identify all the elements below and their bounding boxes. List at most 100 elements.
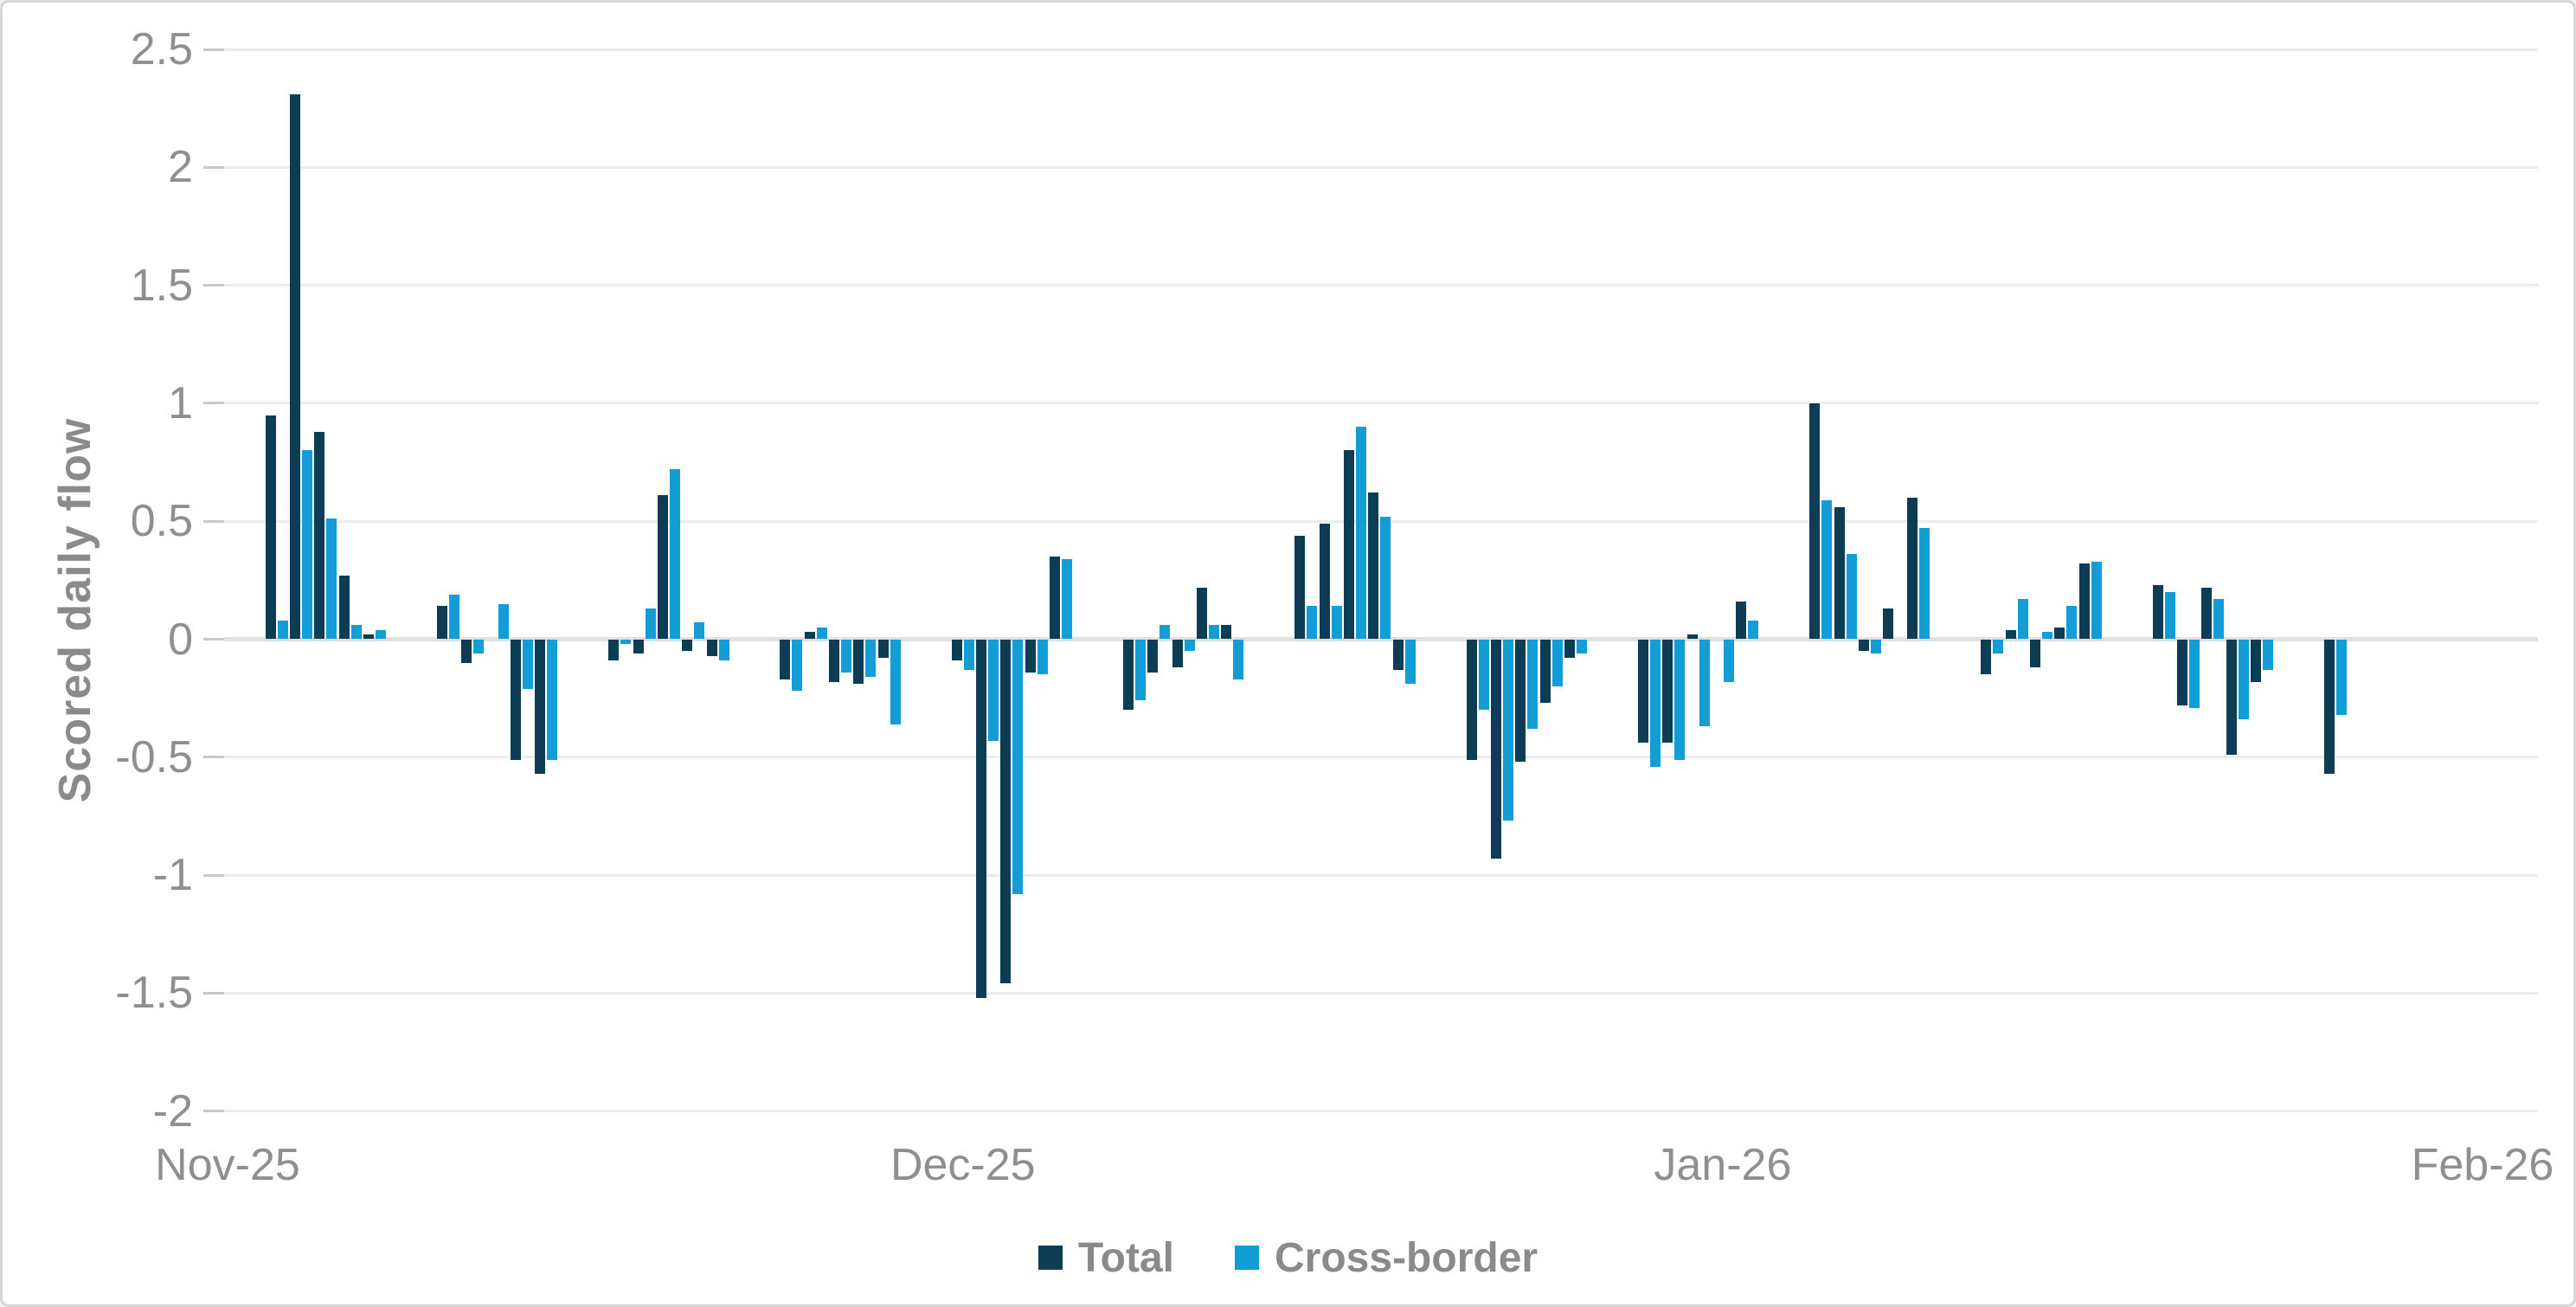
bar-cross-border xyxy=(963,639,974,670)
legend-label-cross-border: Cross-border xyxy=(1275,1234,1539,1281)
x-tick-label: Jan-26 xyxy=(1654,1140,1792,1190)
bar-cross-border xyxy=(277,620,288,640)
y-axis-tick xyxy=(203,402,224,405)
bar-cross-border xyxy=(1502,639,1513,821)
bar-total xyxy=(1123,639,1134,711)
bar-cross-border xyxy=(1012,639,1024,894)
bar-total xyxy=(1392,639,1404,670)
y-axis-tick xyxy=(203,519,224,523)
bar-cross-border xyxy=(2238,639,2249,720)
bar-total xyxy=(1662,639,1673,744)
bar-cross-border xyxy=(865,639,877,678)
bar-total xyxy=(1637,639,1648,744)
bar-cross-border xyxy=(1870,639,1881,654)
bar-cross-border xyxy=(1748,620,1759,640)
y-tick-label: 2.5 xyxy=(130,24,193,74)
bar-cross-border xyxy=(375,629,386,640)
bar-total xyxy=(1368,493,1379,640)
bar-cross-border xyxy=(1649,639,1661,767)
bar-total xyxy=(2005,629,2016,640)
bar-cross-border xyxy=(1699,639,1710,727)
bar-cross-border xyxy=(645,608,656,640)
bar-total xyxy=(2152,584,2163,640)
bar-cross-border xyxy=(448,594,459,640)
bar-cross-border xyxy=(2189,639,2200,708)
bar-total xyxy=(2201,587,2213,640)
y-axis-tick xyxy=(203,284,224,287)
y-tick-label: -1.5 xyxy=(115,968,193,1019)
bar-cross-border xyxy=(1993,639,2004,654)
gridline xyxy=(224,637,2538,641)
gridline xyxy=(224,873,2538,877)
gridline xyxy=(224,756,2538,759)
bar-cross-border xyxy=(547,639,558,760)
bar-cross-border xyxy=(1723,639,1734,682)
bar-total xyxy=(951,639,962,661)
gridline xyxy=(224,284,2538,287)
bar-cross-border xyxy=(2042,632,2053,640)
bar-total xyxy=(1686,634,1698,640)
bar-cross-border xyxy=(1576,639,1587,654)
bar-total xyxy=(657,495,668,640)
bar-cross-border xyxy=(2091,561,2102,640)
bar-cross-border xyxy=(1160,625,1171,640)
bar-cross-border xyxy=(620,639,632,644)
bar-cross-border xyxy=(1037,639,1048,675)
bar-cross-border xyxy=(1355,427,1366,640)
legend-item-total: Total xyxy=(1037,1234,1175,1282)
bar-total xyxy=(2251,639,2262,682)
bar-cross-border xyxy=(2017,599,2028,640)
bar-total xyxy=(706,639,717,656)
bar-total xyxy=(1490,639,1501,860)
bar-total xyxy=(2226,639,2237,756)
y-tick-label: 2 xyxy=(168,142,193,193)
gridline xyxy=(224,1110,2538,1113)
bar-cross-border xyxy=(2213,599,2225,640)
bar-cross-border xyxy=(1184,639,1195,652)
bar-cross-border xyxy=(1135,639,1147,701)
legend-label-total: Total xyxy=(1077,1234,1175,1281)
bar-total xyxy=(1221,625,1232,640)
bar-cross-border xyxy=(694,622,705,640)
bar-cross-border xyxy=(792,639,803,692)
bar-total xyxy=(461,639,472,663)
bar-total xyxy=(1907,497,1918,640)
bar-total xyxy=(682,639,693,652)
y-tick-label: -1 xyxy=(152,850,193,901)
y-tick-label: 1 xyxy=(168,377,193,428)
bar-cross-border xyxy=(350,625,362,640)
bar-cross-border xyxy=(301,450,312,640)
bar-total xyxy=(1050,557,1061,640)
bar-cross-border xyxy=(1846,554,1857,640)
gridline xyxy=(224,991,2538,995)
bar-cross-border xyxy=(1062,558,1073,640)
bar-total xyxy=(436,606,447,640)
bar-cross-border xyxy=(498,603,509,640)
bar-cross-border xyxy=(988,639,999,741)
bar-cross-border xyxy=(1478,639,1489,711)
bar-total xyxy=(363,634,374,640)
cross-border-series-swatch-icon xyxy=(1235,1246,1260,1270)
bar-total xyxy=(633,639,644,654)
bar-cross-border xyxy=(1527,639,1539,730)
bar-cross-border xyxy=(841,639,852,673)
bar-total xyxy=(2078,563,2090,640)
y-tick-label: 0 xyxy=(168,614,193,665)
bar-total xyxy=(1343,450,1354,640)
bar-total xyxy=(829,639,840,682)
gridline xyxy=(224,48,2538,51)
bar-cross-border xyxy=(1919,528,1930,640)
bar-total xyxy=(1883,608,1894,640)
bar-total xyxy=(314,431,325,640)
bar-total xyxy=(1834,506,1845,640)
bar-cross-border xyxy=(2336,639,2348,715)
bar-total xyxy=(1564,639,1575,659)
y-axis-tick xyxy=(203,873,224,877)
y-tick-label: 0.5 xyxy=(130,496,193,547)
bar-total xyxy=(2054,627,2065,640)
bar-total xyxy=(1025,639,1036,673)
bar-total xyxy=(1539,639,1551,704)
bar-cross-border xyxy=(2066,606,2078,640)
bar-cross-border xyxy=(1674,639,1686,760)
